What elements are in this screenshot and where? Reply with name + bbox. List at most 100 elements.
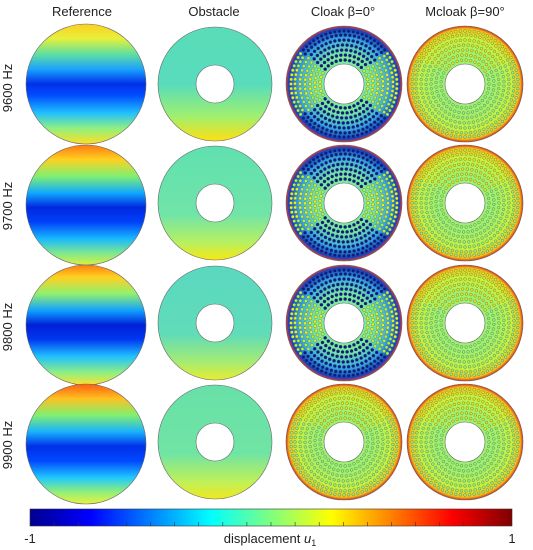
resonator-dot [445,463,449,467]
resonator-dot [376,280,380,285]
resonator-dot [436,128,441,132]
resonator-dot [514,96,518,100]
resonator-dot [313,195,318,199]
resonator-dot [445,42,449,46]
resonator-dot [378,414,382,418]
resonator-dot [451,294,455,299]
resonator-dot [515,192,519,196]
resonator-dot [316,356,320,361]
resonator-dot [444,235,449,239]
resonator-dot [447,112,451,116]
resonator-dot [439,438,443,442]
resonator-dot [309,431,313,435]
resonator-dot [374,330,379,334]
resonator-dot [492,219,496,223]
resonator-dot [436,367,441,371]
resonator-dot [356,491,360,495]
resonator-dot [419,445,423,449]
resonator-dot [298,445,302,449]
resonator-dot [436,394,441,398]
resonator-dot [491,413,495,417]
resonator-dot [473,60,477,64]
resonator-dot [384,307,388,312]
resonator-dot [346,245,351,249]
resonator-dot [489,394,494,398]
resonator-dot [312,107,317,112]
resonator-dot [300,294,305,299]
resonator-dot [485,210,489,214]
resonator-dot [330,294,334,299]
resonator-dot [319,34,324,38]
resonator-dot [327,226,332,230]
resonator-dot [303,78,307,82]
resonator-dot [289,201,293,205]
resonator-dot [439,80,443,84]
resonator-dot [415,431,419,435]
resonator-dot [458,240,462,244]
resonator-dot [472,492,476,496]
resonator-dot [322,179,327,184]
resonator-dot [488,351,492,355]
resonator-dot [361,366,365,370]
resonator-dot [487,409,491,414]
resonator-dot [322,110,327,114]
resonator-dot [437,60,441,65]
resonator-dot [466,111,470,115]
resonator-dot [502,84,506,88]
resonator-dot [364,249,369,253]
resonator-dot [309,91,314,95]
resonator-dot [429,82,433,86]
resonator-dot [300,214,304,219]
resonator-dot [331,44,336,49]
resonator-dot [473,273,477,277]
resonator-dot [299,431,303,435]
resonator-dot [506,410,510,414]
resonator-dot [456,473,460,477]
resonator-dot [334,130,338,135]
resonator-dot [420,192,424,196]
resonator-dot [319,64,324,68]
resonator-dot [319,194,323,198]
resonator-dot [494,44,498,48]
resonator-dot [436,275,441,279]
resonator-dot [415,73,419,77]
resonator-dot [455,417,459,421]
resonator-dot [497,117,501,121]
resonator-dot [306,295,311,299]
resonator-dot [490,280,494,284]
resonator-dot [511,212,515,217]
resonator-dot [429,321,433,325]
resonator-dot [420,231,424,235]
resonator-dot [387,181,391,185]
resonator-dot [474,408,478,412]
resonator-dot [434,443,438,447]
resonator-dot [325,247,329,251]
resonator-dot [414,196,418,200]
resonator-dot [501,418,505,422]
resonator-dot [434,234,438,238]
resonator-dot [382,235,387,239]
resonator-dot [294,311,298,316]
resonator-dot [340,111,345,115]
resonator-dot [509,217,513,221]
resonator-dot [487,205,491,210]
resonator-dot [469,344,473,348]
resonator-dot [509,337,513,341]
resonator-dot [338,225,343,229]
resonator-dot [430,45,435,49]
resonator-dot [461,406,465,410]
resonator-dot [388,174,392,179]
resonator-dot [300,466,305,470]
resonator-dot [311,307,315,312]
resonator-dot [376,47,381,51]
resonator-dot [463,374,467,378]
resonator-dot [496,469,500,473]
resonator-dot [437,179,441,184]
resonator-dot [294,223,298,228]
resonator-dot [449,226,453,230]
resonator-dot [299,330,303,334]
resonator-dot [470,354,474,358]
resonator-dot [360,151,364,155]
resonator-dot [488,112,492,116]
resonator-dot [360,271,364,275]
